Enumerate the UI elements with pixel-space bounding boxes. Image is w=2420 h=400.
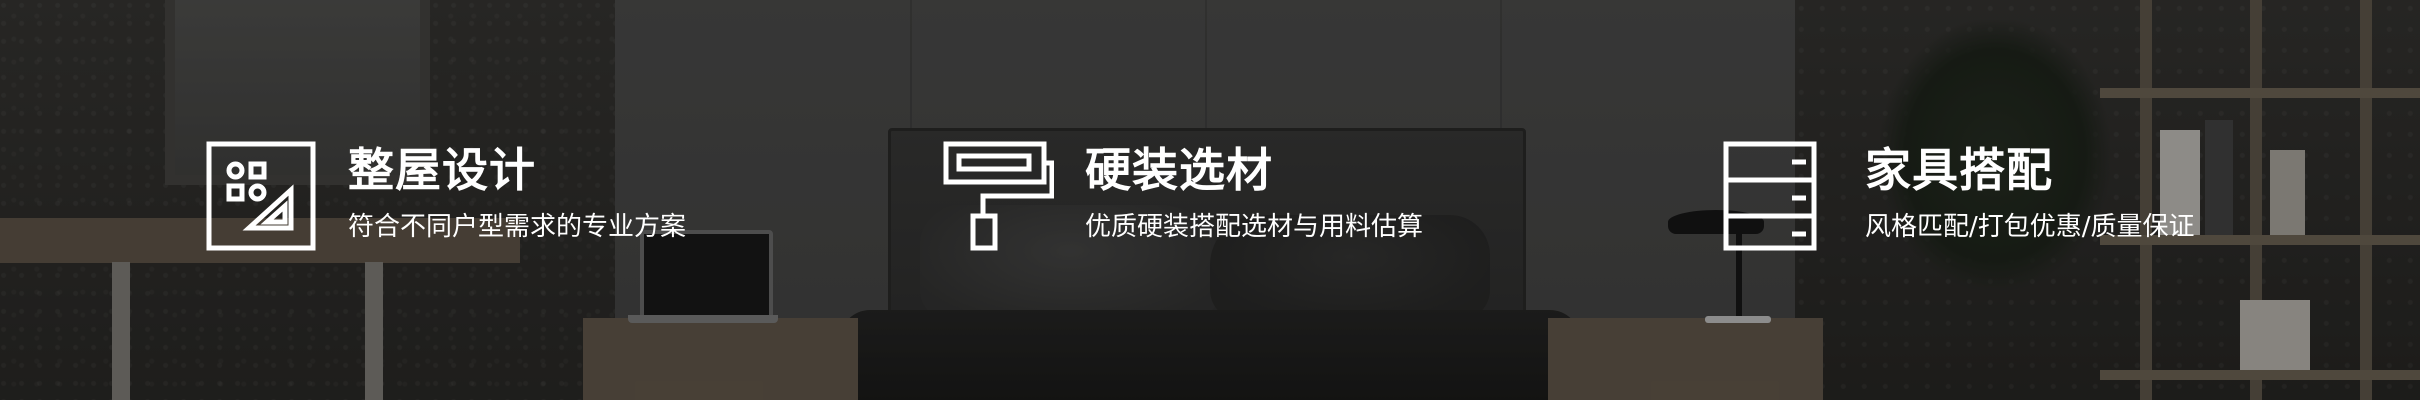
background-shelf bbox=[2100, 88, 2420, 98]
background-pillow bbox=[920, 205, 1220, 320]
feature-title: 硬装选材 bbox=[1085, 143, 1273, 197]
feature-whole-house-design: 整屋设计 符合不同户型需求的专业方案 bbox=[205, 140, 686, 252]
feature-title: 家具搭配 bbox=[1865, 143, 2053, 197]
background-book bbox=[2205, 120, 2233, 235]
background-book bbox=[2270, 150, 2305, 235]
feature-description: 符合不同户型需求的专业方案 bbox=[348, 212, 687, 242]
background-nightstand bbox=[583, 318, 858, 400]
paint-roller-icon bbox=[942, 140, 1054, 252]
background-pillow bbox=[1210, 215, 1490, 320]
background-plant bbox=[1880, 20, 2110, 290]
ruler-layout-icon bbox=[205, 140, 317, 252]
background-shelf-post bbox=[2360, 0, 2372, 400]
feature-hard-decoration-materials: 硬装选材 优质硬装搭配选材与用料估算 bbox=[942, 140, 1423, 252]
cabinet-icon bbox=[1722, 140, 1834, 252]
feature-text: 整屋设计 符合不同户型需求的专业方案 bbox=[348, 140, 686, 244]
background-lamp-foot bbox=[1705, 316, 1771, 323]
background-book bbox=[2160, 130, 2200, 235]
background-shelf bbox=[2100, 235, 2420, 245]
feature-text: 硬装选材 优质硬装搭配选材与用料估算 bbox=[1085, 140, 1423, 244]
feature-text: 家具搭配 风格匹配/打包优惠/质量保证 bbox=[1865, 140, 2195, 244]
feature-description: 风格匹配/打包优惠/质量保证 bbox=[1865, 212, 2195, 242]
background-shelf bbox=[2100, 370, 2420, 380]
background-lamp-stem bbox=[1736, 232, 1742, 320]
background-laptop-base bbox=[628, 315, 778, 323]
feature-title: 整屋设计 bbox=[348, 143, 536, 197]
feature-description: 优质硬装搭配选材与用料估算 bbox=[1085, 212, 1424, 242]
background-shelf-post bbox=[2140, 0, 2152, 400]
background-table-leg bbox=[365, 262, 383, 400]
background-table-leg bbox=[112, 262, 130, 400]
feature-furniture-matching: 家具搭配 风格匹配/打包优惠/质量保证 bbox=[1722, 140, 2195, 252]
background-bed bbox=[840, 310, 1580, 400]
background-nightstand bbox=[1548, 318, 1823, 400]
background-book bbox=[2240, 300, 2310, 370]
